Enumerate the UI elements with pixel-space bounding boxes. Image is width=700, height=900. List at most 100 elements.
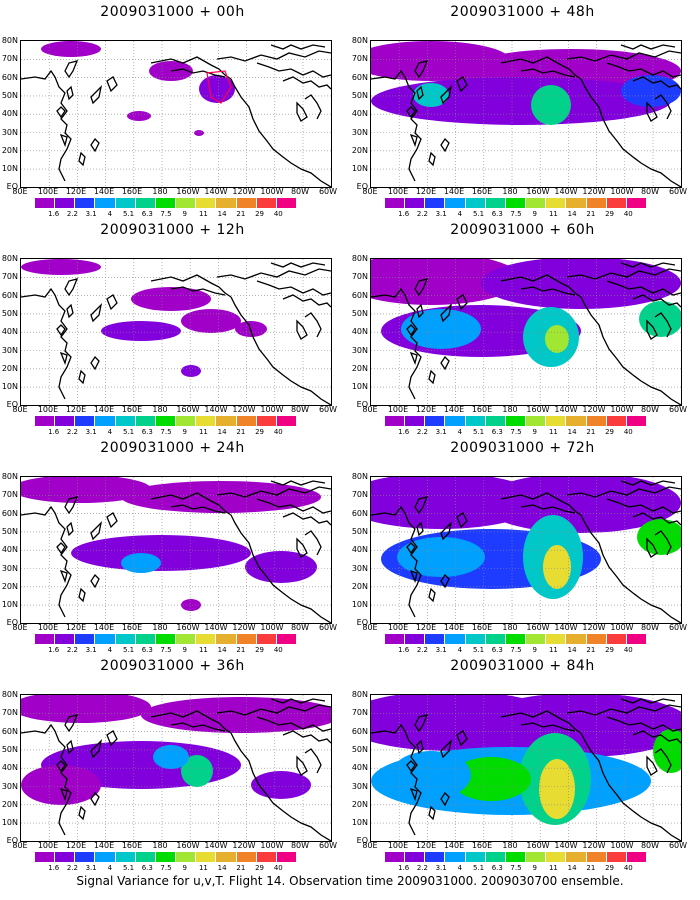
colorbar-swatch — [75, 852, 96, 862]
longitude-label: 180 — [502, 841, 518, 850]
longitude-label: 100W — [260, 841, 284, 850]
coastline — [654, 312, 672, 338]
coastline — [56, 324, 66, 337]
latitude-label: 40N — [351, 545, 368, 555]
longitude-label: 160E — [471, 841, 493, 850]
coastline — [64, 714, 79, 733]
latitude-label: 50N — [1, 308, 18, 318]
longitude-label: 140W — [554, 623, 578, 632]
coastline — [620, 698, 676, 704]
coastline — [150, 710, 232, 734]
colorbar-swatch — [586, 852, 607, 862]
coastline — [414, 714, 429, 733]
coastline — [654, 748, 672, 774]
longitude-label: 120W — [582, 623, 606, 632]
colorbar-level-label: 1.6 — [398, 428, 410, 436]
latitude-label: 30N — [1, 563, 18, 573]
colorbar-level-label: 6.3 — [491, 864, 503, 872]
coastline — [282, 294, 331, 308]
colorbar-swatch — [256, 416, 277, 426]
colorbar-level-label: 29 — [605, 646, 615, 654]
colorbar-level-label: 6.3 — [491, 646, 503, 654]
colorbar-level-label: 7.5 — [160, 646, 172, 654]
coastline — [56, 106, 66, 119]
coastline — [304, 312, 322, 338]
latitude-label: 50N — [351, 526, 368, 536]
coastline — [304, 748, 322, 774]
longitude-label: 140E — [443, 623, 465, 632]
variance-map — [20, 40, 332, 188]
longitude-label: 120W — [582, 841, 606, 850]
colorbar-swatch — [606, 198, 627, 208]
variance-region — [391, 751, 471, 799]
colorbar-swatch — [155, 634, 177, 644]
longitude-label: 160W — [176, 623, 200, 632]
colorbar-level-label: 4 — [107, 864, 113, 872]
variance-region — [127, 111, 151, 121]
colorbar-swatch — [75, 198, 96, 208]
map-panel: 2009031000 + 00h 80N 70N 60N 50N 40N 30N 20N 10N… — [0, 0, 345, 220]
coastline — [646, 755, 658, 776]
latitude-label: 70N — [1, 54, 18, 64]
longitude-label: 160W — [526, 841, 550, 850]
coastline — [170, 68, 226, 78]
longitude-label: 180 — [152, 623, 168, 632]
variance-region — [131, 287, 211, 311]
coastline — [414, 60, 429, 79]
colorbar-level-label: 2.2 — [416, 646, 428, 654]
coastline — [56, 760, 66, 773]
map-panel: 2009031000 + 48h 80N 70N 60N 50N 40N 30N 20N 10N… — [350, 0, 695, 220]
coastline — [566, 486, 681, 498]
colorbar-level-label: 4 — [457, 864, 463, 872]
latitude-label: 60N — [351, 72, 368, 82]
coastline — [440, 739, 453, 759]
colorbar-level-label: 1.6 — [398, 646, 410, 654]
colorbar-swatch — [196, 634, 217, 644]
figure-caption: Signal Variance for u,v,T. Flight 14. Ob… — [76, 874, 624, 888]
colorbar-level-label: 9 — [532, 210, 537, 218]
colorbar-level-label: 11 — [198, 646, 208, 654]
colorbar-level-label: 21 — [236, 646, 246, 654]
longitude-label: 120W — [232, 623, 256, 632]
panel-title: 2009031000 + 12h — [100, 222, 245, 238]
longitude-label: 80W — [290, 841, 310, 850]
longitude-label: 160E — [121, 405, 143, 414]
colorbar-swatch — [465, 852, 486, 862]
latitude-label: 40N — [1, 109, 18, 119]
colorbar-level-label: 11 — [548, 428, 558, 436]
longitude-label: 160W — [176, 841, 200, 850]
colorbar-level-label: 40 — [623, 864, 633, 872]
variance-region — [481, 477, 681, 533]
coastline — [150, 56, 232, 80]
colorbar-level-label: 11 — [198, 210, 208, 218]
colorbar-level-label: 21 — [586, 646, 596, 654]
coastline — [580, 514, 681, 623]
longitude-label: 120E — [65, 405, 87, 414]
longitude-label: 100E — [37, 841, 59, 850]
colorbar-swatch — [155, 198, 177, 208]
coastline — [371, 287, 422, 400]
colorbar-swatch — [526, 198, 547, 208]
latitude-label: 50N — [351, 308, 368, 318]
colorbar-swatch — [55, 634, 76, 644]
colorbar-swatch — [385, 852, 406, 862]
coastline — [282, 76, 331, 90]
latitude-label: 20N — [1, 799, 18, 809]
latitude-label: 10N — [1, 600, 18, 610]
coastline — [90, 739, 103, 759]
panel-title: 2009031000 + 36h — [100, 658, 245, 674]
coastline — [256, 62, 331, 78]
latitude-label: 30N — [351, 781, 368, 791]
longitude-label: 100E — [387, 405, 409, 414]
coastline — [566, 50, 681, 62]
colorbar-level-label: 9 — [532, 864, 537, 872]
colorbar-swatch — [216, 634, 237, 644]
colorbar-level-label: 9 — [532, 428, 537, 436]
longitude-label: 160W — [176, 187, 200, 196]
coastline — [150, 274, 232, 298]
colorbar — [35, 852, 298, 862]
colorbar — [385, 416, 648, 426]
colorbar-level-label: 3.1 — [85, 646, 97, 654]
coastline — [64, 278, 79, 297]
longitude-label: 80E — [12, 187, 28, 196]
